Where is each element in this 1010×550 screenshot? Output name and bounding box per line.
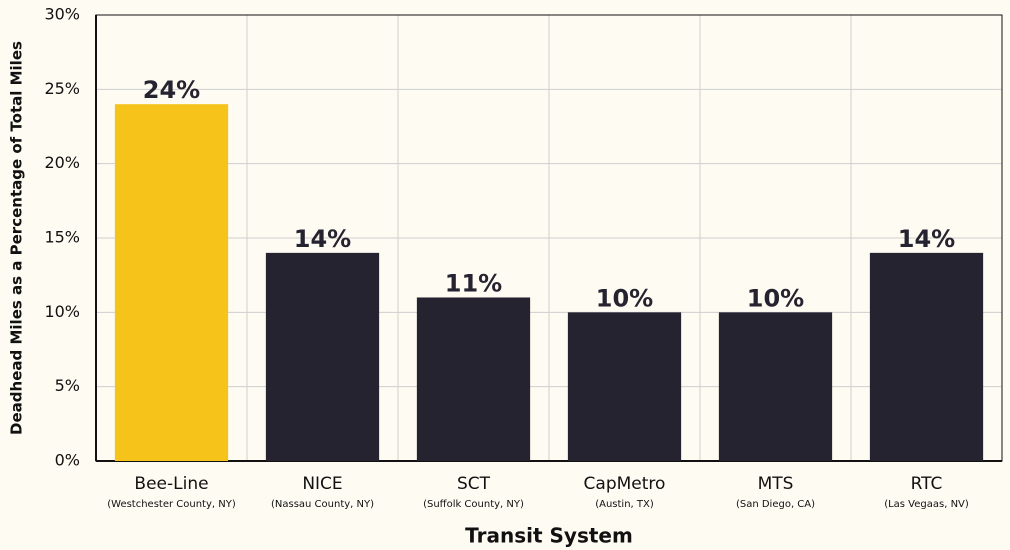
x-tick-label: Bee-Line [134, 474, 208, 494]
x-tick-sublabel: (San Diego, CA) [736, 499, 815, 510]
x-tick-label: RTC [911, 474, 943, 494]
value-label: 14% [898, 225, 955, 253]
value-label: 24% [143, 76, 200, 104]
y-tick-label: 5% [55, 376, 80, 395]
value-label: 10% [747, 284, 804, 312]
y-tick-label: 10% [44, 302, 80, 321]
x-tick-sublabel: (Suffolk County, NY) [423, 499, 524, 510]
x-axis-title: Transit System [465, 524, 633, 548]
x-tick-sublabel: (Austin, TX) [595, 499, 654, 510]
value-label: 14% [294, 225, 351, 253]
bar [567, 312, 682, 461]
x-tick-label: SCT [457, 474, 491, 494]
y-tick-label: 25% [44, 79, 80, 98]
value-label: 10% [596, 284, 653, 312]
value-label: 11% [445, 269, 502, 297]
x-tick-label: MTS [758, 474, 794, 494]
y-tick-label: 0% [55, 451, 80, 470]
bar [416, 297, 531, 461]
x-tick-label: NICE [302, 474, 342, 494]
x-tick-sublabel: (Las Vegaas, NV) [884, 499, 969, 510]
bar [114, 104, 229, 461]
bar [718, 312, 833, 461]
bar [869, 252, 984, 461]
bar [265, 252, 380, 461]
x-tick-sublabel: (Nassau County, NY) [271, 499, 374, 510]
y-axis-title: Deadhead Miles as a Percentage of Total … [8, 41, 26, 435]
x-tick-label: CapMetro [584, 474, 666, 494]
x-tick-sublabel: (Westchester County, NY) [107, 499, 236, 510]
y-tick-label: 20% [44, 153, 80, 172]
y-tick-label: 15% [44, 228, 80, 247]
y-tick-label: 30% [44, 5, 80, 24]
